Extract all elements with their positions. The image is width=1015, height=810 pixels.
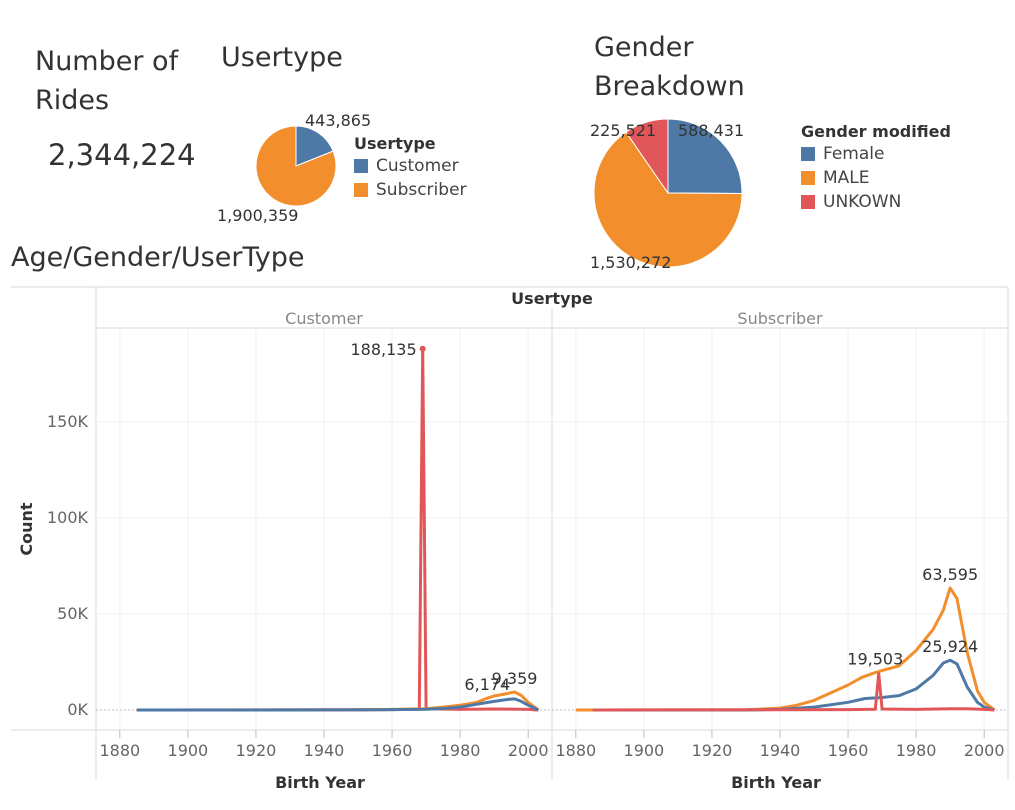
usertype-legend-title: Usertype xyxy=(354,134,436,153)
x-tick-label: 1960 xyxy=(372,741,413,760)
gender-legend[interactable]: Gender modified Female MALE UNKOWN xyxy=(801,122,951,212)
gender-male-label: 1,530,272 xyxy=(590,253,672,272)
x-tick-label: 1880 xyxy=(555,741,596,760)
legend-item-subscriber[interactable]: Subscriber xyxy=(354,180,467,200)
gender-pie xyxy=(593,118,743,268)
x-tick-label: 1900 xyxy=(624,741,665,760)
line-chart: Usertype 0K 50K 100K 150K Count Customer 1880 19… xyxy=(11,286,1009,792)
swatch-female xyxy=(801,147,815,161)
x-axis-label: Birth Year xyxy=(275,773,365,792)
gender-title: Gender Breakdown xyxy=(594,32,745,102)
legend-item-female[interactable]: Female xyxy=(801,144,951,164)
pie-slice-subscriber[interactable] xyxy=(255,125,337,207)
y-tick-label: 150K xyxy=(47,412,89,431)
legend-label-unknown: UNKOWN xyxy=(823,192,902,212)
usertype-title: Usertype xyxy=(221,42,343,73)
series-line-customer-male[interactable] xyxy=(136,690,540,712)
x-tick-label: 1920 xyxy=(236,741,277,760)
data-label: 19,503 xyxy=(847,650,903,669)
panel-header-subscriber: Subscriber xyxy=(737,309,823,328)
x-tick-label: 1980 xyxy=(440,741,481,760)
swatch-unknown xyxy=(801,195,815,209)
data-label: 9,359 xyxy=(492,669,538,688)
peak-point[interactable] xyxy=(419,345,426,352)
x-tick-label: 1940 xyxy=(304,741,345,760)
gender-unknown-label: 225,521 xyxy=(590,121,657,140)
data-label: 63,595 xyxy=(922,565,978,584)
pie-slice-male[interactable] xyxy=(593,131,743,268)
legend-label-customer: Customer xyxy=(376,156,459,176)
data-label: 188,135 xyxy=(351,340,417,359)
line-chart-title: Age/Gender/UserType xyxy=(11,242,305,273)
usertype-legend[interactable]: Usertype Customer Subscriber xyxy=(354,134,467,200)
swatch-customer xyxy=(354,159,368,173)
series-line-subscriber-female[interactable] xyxy=(592,658,995,712)
series-line-subscriber-male[interactable] xyxy=(575,586,996,712)
swatch-subscriber xyxy=(354,183,368,197)
rides-title: Number of Rides xyxy=(35,46,179,116)
pie-slice-female[interactable] xyxy=(667,118,743,194)
y-tick-label: 0K xyxy=(67,700,88,719)
usertype-subscriber-label: 1,900,359 xyxy=(217,206,299,225)
y-axis-label: Count xyxy=(17,502,36,556)
column-header: Usertype xyxy=(511,289,593,308)
series-line-customer-unkown[interactable] xyxy=(136,347,539,712)
legend-item-male[interactable]: MALE xyxy=(801,168,951,188)
x-tick-label: 1940 xyxy=(760,741,801,760)
data-label: 6,174 xyxy=(464,675,510,694)
panel-header-customer: Customer xyxy=(285,309,363,328)
gender-legend-title: Gender modified xyxy=(801,122,951,141)
rides-value: 2,344,224 xyxy=(48,138,196,172)
y-tick-label: 100K xyxy=(47,508,89,527)
series-line-subscriber-unkown[interactable] xyxy=(592,672,995,712)
usertype-customer-label: 443,865 xyxy=(305,111,372,130)
legend-label-male: MALE xyxy=(823,168,870,188)
x-tick-label: 1880 xyxy=(99,741,140,760)
legend-item-customer[interactable]: Customer xyxy=(354,156,467,176)
legend-label-subscriber: Subscriber xyxy=(376,180,467,200)
x-tick-label: 2000 xyxy=(964,741,1005,760)
pie-slice-unkown[interactable] xyxy=(625,118,669,195)
gender-female-label: 588,431 xyxy=(678,121,745,140)
usertype-pie xyxy=(255,125,337,207)
y-tick-label: 50K xyxy=(57,604,88,623)
x-tick-label: 1980 xyxy=(896,741,937,760)
series-line-customer-female[interactable] xyxy=(136,697,540,712)
swatch-male xyxy=(801,171,815,185)
x-axis-label: Birth Year xyxy=(731,773,821,792)
data-label: 25,924 xyxy=(922,637,978,656)
x-tick-label: 1960 xyxy=(828,741,869,760)
x-tick-label: 1920 xyxy=(692,741,733,760)
x-tick-label: 1900 xyxy=(168,741,209,760)
x-tick-label: 2000 xyxy=(508,741,549,760)
legend-label-female: Female xyxy=(823,144,885,164)
legend-item-unknown[interactable]: UNKOWN xyxy=(801,192,951,212)
pie-slice-customer[interactable] xyxy=(295,125,334,167)
